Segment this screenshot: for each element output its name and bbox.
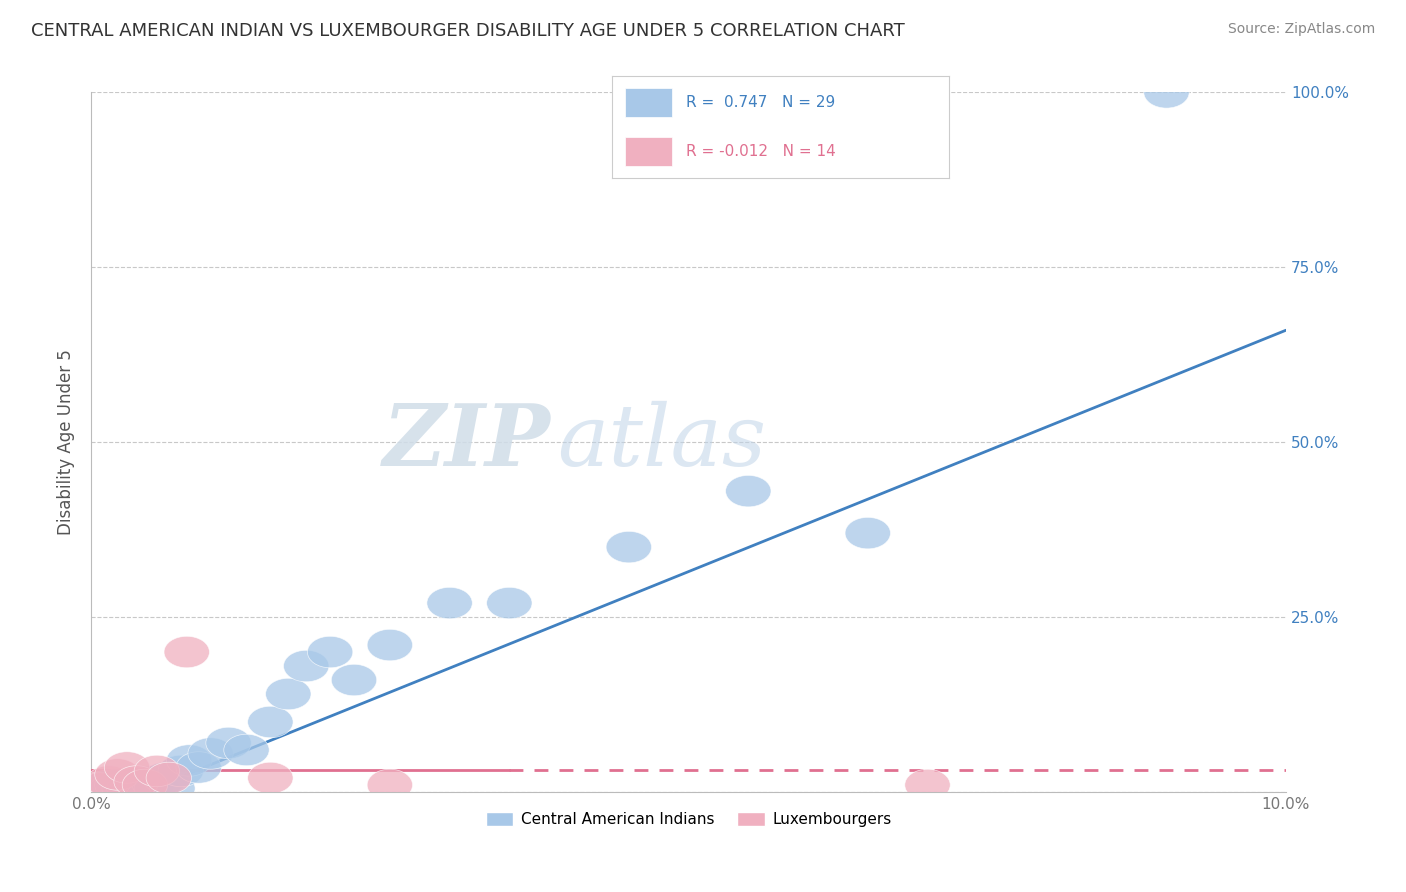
Ellipse shape [94, 769, 141, 801]
Ellipse shape [308, 636, 353, 668]
Ellipse shape [122, 769, 167, 801]
Text: R = -0.012   N = 14: R = -0.012 N = 14 [686, 145, 835, 160]
Ellipse shape [188, 738, 233, 769]
Ellipse shape [101, 772, 148, 805]
Ellipse shape [367, 629, 412, 661]
Ellipse shape [845, 517, 890, 549]
Text: atlas: atlas [557, 401, 766, 483]
Ellipse shape [367, 769, 412, 801]
Ellipse shape [165, 636, 209, 668]
Ellipse shape [284, 650, 329, 681]
Ellipse shape [1143, 77, 1189, 108]
Ellipse shape [247, 706, 292, 738]
Ellipse shape [77, 772, 124, 805]
Ellipse shape [205, 727, 252, 759]
Ellipse shape [166, 745, 212, 776]
Y-axis label: Disability Age Under 5: Disability Age Under 5 [58, 350, 75, 535]
Legend: Central American Indians, Luxembourgers: Central American Indians, Luxembourgers [479, 805, 897, 833]
Ellipse shape [427, 587, 472, 619]
Text: CENTRAL AMERICAN INDIAN VS LUXEMBOURGER DISABILITY AGE UNDER 5 CORRELATION CHART: CENTRAL AMERICAN INDIAN VS LUXEMBOURGER … [31, 22, 904, 40]
Ellipse shape [90, 772, 135, 805]
Ellipse shape [94, 759, 141, 790]
Ellipse shape [134, 772, 180, 805]
Ellipse shape [118, 772, 165, 805]
Ellipse shape [83, 771, 128, 802]
Ellipse shape [86, 765, 132, 797]
Ellipse shape [176, 752, 221, 783]
Ellipse shape [114, 765, 159, 797]
Bar [626, 88, 672, 117]
Ellipse shape [266, 678, 311, 710]
Ellipse shape [224, 734, 269, 765]
Ellipse shape [107, 772, 152, 805]
Ellipse shape [134, 756, 180, 787]
Ellipse shape [149, 772, 195, 805]
Text: Source: ZipAtlas.com: Source: ZipAtlas.com [1227, 22, 1375, 37]
Ellipse shape [131, 765, 176, 797]
Ellipse shape [157, 756, 204, 787]
Ellipse shape [486, 587, 531, 619]
Text: ZIP: ZIP [384, 401, 551, 484]
Ellipse shape [114, 768, 159, 799]
Ellipse shape [77, 772, 124, 805]
Ellipse shape [905, 769, 950, 801]
Ellipse shape [125, 771, 172, 802]
Ellipse shape [332, 665, 377, 696]
Ellipse shape [104, 752, 149, 783]
Ellipse shape [606, 532, 651, 563]
Ellipse shape [142, 763, 188, 794]
Ellipse shape [146, 763, 191, 794]
Bar [626, 137, 672, 166]
Ellipse shape [247, 763, 292, 794]
Ellipse shape [725, 475, 770, 507]
Text: R =  0.747   N = 29: R = 0.747 N = 29 [686, 95, 835, 110]
